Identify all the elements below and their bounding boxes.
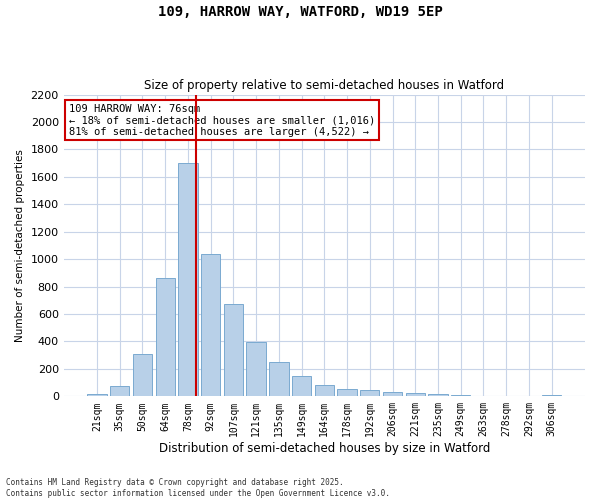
Bar [133,354,152,397]
Text: 109, HARROW WAY, WATFORD, WD19 5EP: 109, HARROW WAY, WATFORD, WD19 5EP [158,5,442,19]
Bar [224,304,243,396]
Title: Size of property relative to semi-detached houses in Watford: Size of property relative to semi-detach… [144,79,505,92]
Bar [269,362,289,396]
Bar [247,342,266,396]
Bar [542,395,562,396]
Bar [383,392,402,396]
X-axis label: Distribution of semi-detached houses by size in Watford: Distribution of semi-detached houses by … [158,442,490,455]
Bar [292,376,311,396]
Bar [155,278,175,396]
Bar [406,393,425,396]
Bar [428,394,448,396]
Text: Contains HM Land Registry data © Crown copyright and database right 2025.
Contai: Contains HM Land Registry data © Crown c… [6,478,390,498]
Bar [314,386,334,396]
Text: 109 HARROW WAY: 76sqm
← 18% of semi-detached houses are smaller (1,016)
81% of s: 109 HARROW WAY: 76sqm ← 18% of semi-deta… [69,104,375,137]
Bar [88,394,107,396]
Bar [201,254,220,396]
Bar [110,386,130,396]
Bar [451,395,470,396]
Bar [178,163,197,396]
Y-axis label: Number of semi-detached properties: Number of semi-detached properties [15,149,25,342]
Bar [360,390,379,396]
Bar [337,390,357,396]
